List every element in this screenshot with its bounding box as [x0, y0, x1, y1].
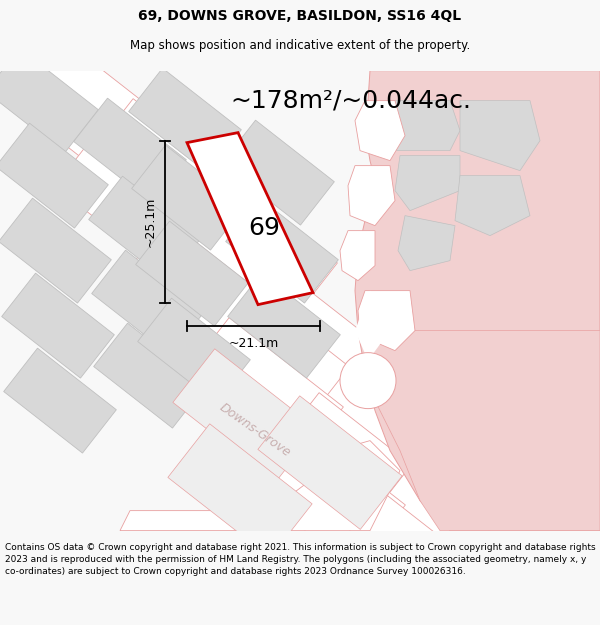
Polygon shape	[173, 349, 317, 482]
Text: 69, DOWNS GROVE, BASILDON, SS16 4QL: 69, DOWNS GROVE, BASILDON, SS16 4QL	[139, 9, 461, 24]
Polygon shape	[0, 48, 98, 153]
Polygon shape	[0, 123, 109, 228]
Polygon shape	[145, 197, 310, 351]
Polygon shape	[92, 250, 205, 355]
Text: ~178m²/~0.044ac.: ~178m²/~0.044ac.	[230, 89, 471, 112]
Text: ~25.1m: ~25.1m	[143, 196, 157, 247]
Polygon shape	[395, 156, 460, 211]
Polygon shape	[187, 132, 313, 304]
Polygon shape	[398, 216, 455, 271]
Polygon shape	[455, 176, 530, 236]
Polygon shape	[226, 198, 338, 303]
Polygon shape	[206, 294, 371, 449]
Polygon shape	[120, 441, 400, 531]
Polygon shape	[355, 291, 390, 361]
Polygon shape	[241, 416, 406, 569]
Polygon shape	[331, 491, 496, 625]
Polygon shape	[235, 272, 400, 426]
Polygon shape	[0, 24, 157, 177]
Polygon shape	[168, 424, 312, 558]
Polygon shape	[83, 99, 247, 253]
Polygon shape	[269, 392, 433, 547]
Polygon shape	[173, 174, 337, 328]
Polygon shape	[340, 231, 375, 281]
Polygon shape	[4, 348, 116, 453]
Polygon shape	[131, 145, 244, 250]
Polygon shape	[390, 101, 460, 151]
Polygon shape	[0, 198, 112, 303]
Polygon shape	[358, 291, 415, 351]
Polygon shape	[55, 122, 220, 276]
Polygon shape	[89, 176, 202, 281]
Polygon shape	[296, 369, 461, 524]
Polygon shape	[227, 273, 340, 378]
Polygon shape	[94, 323, 206, 428]
Text: ~21.1m: ~21.1m	[229, 337, 278, 350]
Polygon shape	[137, 298, 250, 403]
Polygon shape	[136, 221, 248, 326]
Polygon shape	[348, 166, 395, 226]
Polygon shape	[358, 331, 600, 531]
Text: Downs-Grove: Downs-Grove	[217, 401, 293, 460]
Polygon shape	[116, 219, 281, 374]
Polygon shape	[359, 468, 523, 622]
Polygon shape	[355, 71, 600, 531]
Polygon shape	[421, 566, 586, 625]
Polygon shape	[2, 273, 115, 378]
Polygon shape	[460, 101, 540, 171]
Polygon shape	[258, 396, 402, 529]
Polygon shape	[128, 68, 241, 173]
Polygon shape	[179, 318, 343, 472]
Polygon shape	[355, 101, 405, 161]
Polygon shape	[74, 98, 187, 203]
Text: 69: 69	[248, 216, 280, 240]
Text: Map shows position and indicative extent of the property.: Map shows position and indicative extent…	[130, 39, 470, 52]
Polygon shape	[221, 120, 334, 225]
Text: Contains OS data © Crown copyright and database right 2021. This information is : Contains OS data © Crown copyright and d…	[5, 542, 595, 576]
Circle shape	[340, 352, 396, 409]
